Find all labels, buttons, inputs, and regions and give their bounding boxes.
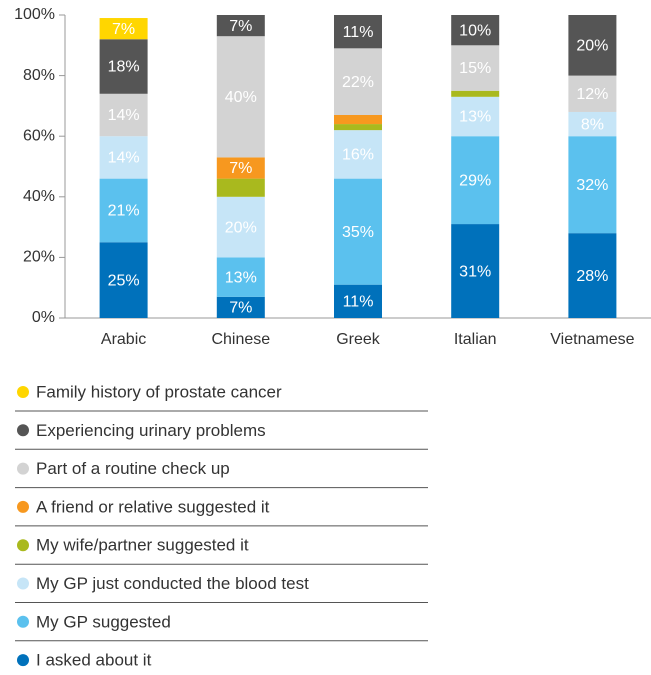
bar-segment <box>216 36 265 158</box>
data-label: 10% <box>459 22 491 39</box>
bar-segment <box>334 15 382 49</box>
data-label: 7% <box>112 21 135 38</box>
y-tick-label: 100% <box>14 6 55 23</box>
bar-segment <box>451 96 500 137</box>
y-tick-label: 80% <box>23 67 55 84</box>
bar-segment <box>99 178 148 243</box>
data-label: 31% <box>459 263 491 280</box>
data-label: 18% <box>108 59 140 76</box>
x-tick-label: Italian <box>454 331 497 348</box>
data-label: 13% <box>225 269 257 286</box>
y-tick-label: 40% <box>23 188 55 205</box>
legend-marker <box>17 462 29 475</box>
legend-marker <box>17 654 29 667</box>
legend-label: I asked about it <box>36 651 152 670</box>
x-tick-label: Vietnamese <box>550 331 634 348</box>
bar-segment <box>216 196 265 258</box>
data-label: 32% <box>576 177 608 194</box>
bar-segment <box>216 157 265 179</box>
y-tick-label: 20% <box>23 249 55 266</box>
bar-segment <box>568 75 617 112</box>
bar-segment <box>99 39 148 94</box>
data-label: 35% <box>342 224 374 241</box>
bar-segment <box>334 124 382 131</box>
legend-label: Family history of prostate cancer <box>36 382 282 401</box>
data-label: 14% <box>108 107 140 124</box>
data-label: 7% <box>229 160 252 177</box>
bar-segment <box>216 15 265 37</box>
bar-segment <box>568 233 617 318</box>
x-tick-label: Chinese <box>211 331 270 348</box>
bar-segment <box>216 178 265 197</box>
data-label: 21% <box>108 203 140 220</box>
legend-label: Experiencing urinary problems <box>36 421 266 440</box>
data-label: 11% <box>343 294 374 311</box>
data-label: 16% <box>342 147 374 164</box>
data-label: 20% <box>225 219 257 236</box>
data-label: 8% <box>581 116 604 133</box>
bar-segment <box>451 90 500 97</box>
data-label: 7% <box>229 300 252 317</box>
bar-segment <box>99 136 148 179</box>
bar-segment <box>451 15 500 46</box>
legend-marker <box>17 539 29 552</box>
data-label: 20% <box>576 38 608 55</box>
bar-segment <box>216 296 265 318</box>
legend-label: Part of a routine check up <box>36 459 230 478</box>
legend-label: A friend or relative suggested it <box>36 497 270 516</box>
data-label: 11% <box>343 24 374 41</box>
x-tick-label: Arabic <box>101 331 146 348</box>
legend-label: My GP suggested <box>36 612 171 631</box>
data-label: 28% <box>576 268 608 285</box>
bar-segment <box>99 242 148 318</box>
bar-segment <box>334 284 382 318</box>
bar-segment <box>568 15 617 76</box>
bar-segment <box>568 136 617 234</box>
bar-segment <box>216 257 265 297</box>
bar-segment <box>99 93 148 137</box>
bar-segment <box>99 18 148 40</box>
data-label: 7% <box>229 18 252 35</box>
data-label: 15% <box>459 60 491 77</box>
y-tick-label: 0% <box>32 309 55 326</box>
legend-marker <box>17 500 29 513</box>
bar-segment <box>451 45 500 91</box>
bar-segment <box>334 178 382 285</box>
legend-label: My GP just conducted the blood test <box>36 574 309 593</box>
x-tick-label: Greek <box>336 331 381 348</box>
bar-segment <box>568 111 617 137</box>
bar-segment <box>451 224 500 318</box>
bar-segment <box>451 136 500 225</box>
data-label: 12% <box>576 86 608 103</box>
bar-segment <box>334 130 382 179</box>
data-label: 13% <box>459 109 491 126</box>
bar-segment <box>334 48 382 115</box>
data-label: 29% <box>459 172 491 189</box>
legend-marker <box>17 577 29 590</box>
data-label: 40% <box>225 89 257 106</box>
bar-segment <box>334 114 382 125</box>
legend-marker <box>17 424 29 437</box>
y-tick-label: 60% <box>23 127 55 144</box>
legend-marker <box>17 386 29 398</box>
legend-label: My wife/partner suggested it <box>36 536 249 555</box>
data-label: 14% <box>108 150 140 167</box>
legend-marker <box>17 615 29 628</box>
data-label: 22% <box>342 74 374 91</box>
data-label: 25% <box>108 272 140 289</box>
